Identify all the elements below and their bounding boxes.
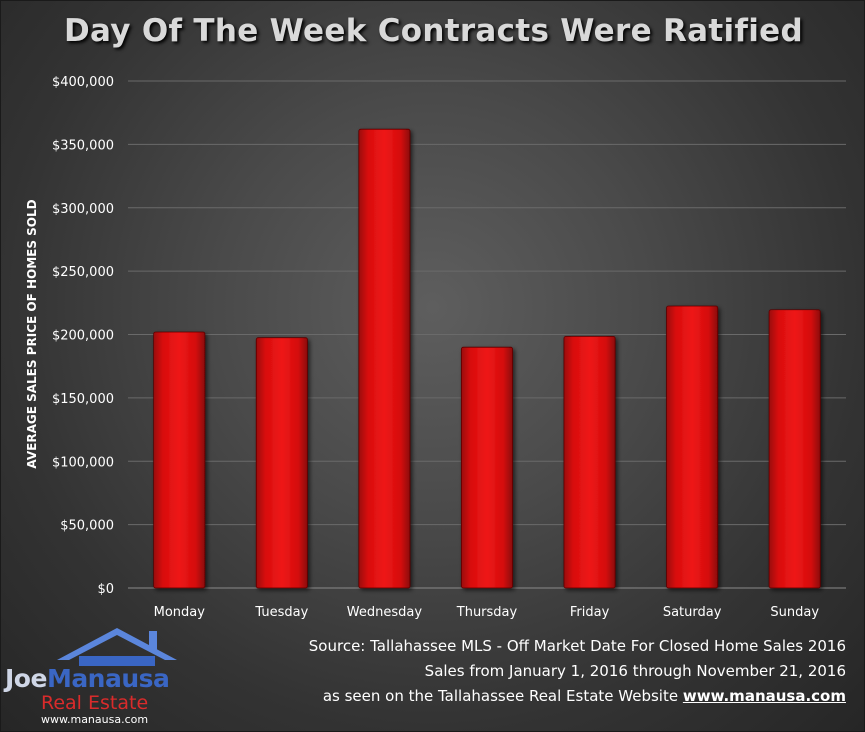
- y-tick-label: $150,000: [52, 392, 114, 407]
- logo-url: www.manausa.com: [41, 713, 149, 726]
- source-line-1: Source: Tallahassee MLS - Off Market Dat…: [308, 637, 846, 655]
- x-tick-label: Thursday: [456, 605, 518, 620]
- source-line-3: as seen on the Tallahassee Real Estate W…: [309, 684, 846, 709]
- x-tick-label: Sunday: [770, 605, 819, 620]
- x-tick-label: Friday: [570, 605, 610, 620]
- source-note: Source: Tallahassee MLS - Off Market Dat…: [309, 634, 846, 709]
- source-line-2: Sales from January 1, 2016 through Novem…: [424, 662, 846, 680]
- x-tick-label: Saturday: [663, 605, 722, 620]
- y-tick-label: $400,000: [52, 75, 114, 90]
- bar-tuesday: [255, 337, 308, 589]
- bar-thursday: [460, 346, 514, 589]
- y-tick-label: $200,000: [52, 329, 114, 344]
- logo-name-last: Manausa: [46, 664, 170, 693]
- x-axis-ticks: Monday Tuesday Wednesday Thursday Friday Satu…: [154, 605, 820, 620]
- bar-wednesday: [358, 128, 411, 589]
- y-tick-label: $350,000: [52, 138, 114, 153]
- source-line-3-text: as seen on the Tallahassee Real Estate W…: [322, 687, 679, 705]
- bar-monday: [153, 331, 206, 589]
- logo-name: JoeManausa: [5, 664, 170, 693]
- bar-friday: [563, 336, 616, 589]
- y-tick-label: $300,000: [52, 202, 114, 217]
- bar-sunday: [768, 309, 821, 589]
- logo-subtitle: Real Estate: [41, 692, 149, 714]
- y-tick-label: $250,000: [52, 265, 114, 280]
- x-tick-label: Monday: [154, 605, 206, 620]
- y-axis-ticks: $0 $50,000 $100,000 $150,000 $200,000 $250,00…: [52, 75, 114, 597]
- y-tick-label: $0: [97, 582, 114, 597]
- house-icon: [57, 628, 177, 666]
- bar-saturday: [666, 305, 719, 589]
- logo-name-first: Joe: [5, 664, 47, 693]
- y-axis-label: AVERAGE SALES PRICE OF HOMES SOLD: [25, 199, 39, 468]
- x-tick-label: Wednesday: [347, 605, 423, 620]
- company-logo: JoeManausa Real Estate www.manausa.com: [5, 626, 205, 726]
- bars: [153, 128, 821, 589]
- y-tick-label: $50,000: [60, 519, 114, 534]
- source-url-link[interactable]: www.manausa.com: [682, 687, 846, 705]
- y-tick-label: $100,000: [52, 455, 114, 470]
- chart-title: Day Of The Week Contracts Were Ratified: [64, 13, 803, 49]
- x-tick-label: Tuesday: [254, 605, 308, 620]
